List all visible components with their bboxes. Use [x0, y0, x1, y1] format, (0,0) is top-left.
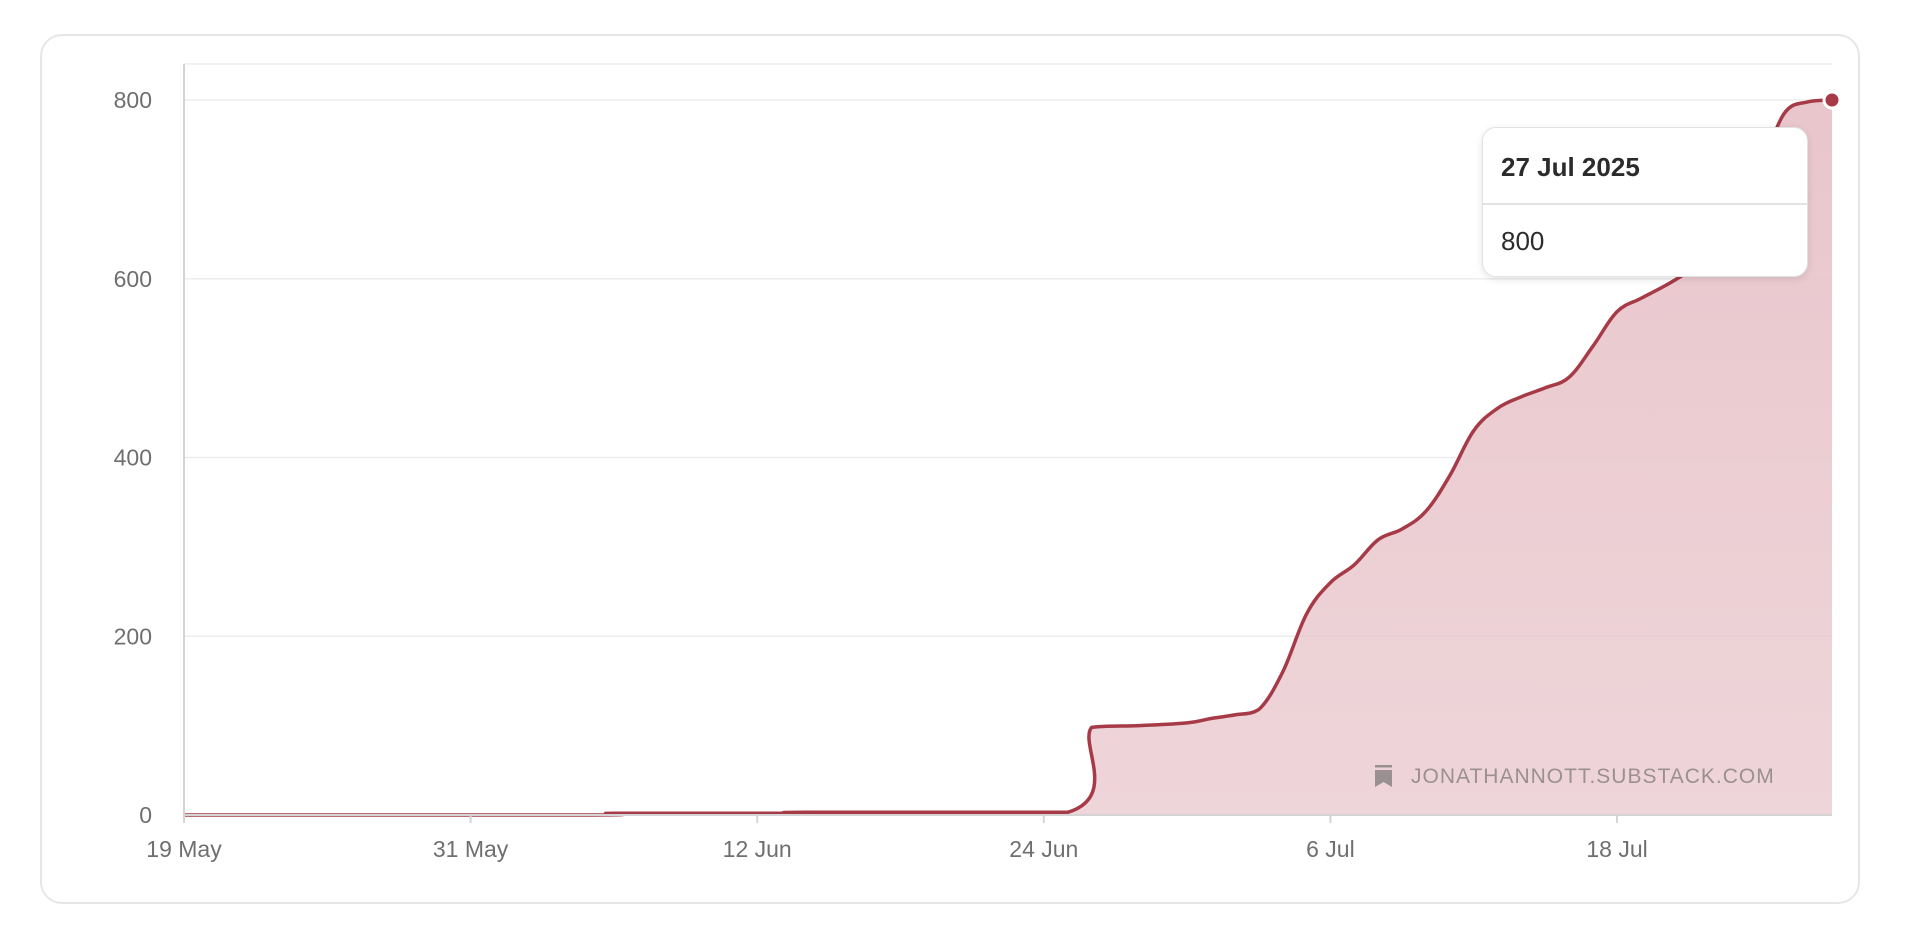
area-fill: [184, 100, 1832, 815]
y-tick-label: 400: [114, 445, 152, 471]
hover-point[interactable]: [1822, 90, 1842, 110]
x-tick-label: 31 May: [433, 836, 509, 862]
y-tick-label: 800: [114, 87, 152, 113]
watermark-text: JONATHANNOTT.SUBSTACK.COM: [1411, 765, 1775, 788]
tick-labels: 0 200 400 600 800 19 May 31 May 12 Jun 24 Jun 6 J…: [114, 87, 1648, 862]
y-tick-label: 200: [114, 623, 152, 649]
y-tick-label: 600: [114, 266, 152, 292]
area-layer: [184, 98, 1833, 817]
tooltip-value: 800: [1501, 226, 1545, 256]
watermark: JONATHANNOTT.SUBSTACK.COM: [1375, 765, 1775, 788]
bookmark-icon: [1375, 765, 1392, 787]
x-tick-label: 6 Jul: [1306, 836, 1355, 862]
x-tick-label: 12 Jun: [723, 836, 792, 862]
y-tick-label: 0: [139, 802, 152, 828]
x-tick-label: 19 May: [146, 836, 222, 862]
tooltip: 27 Jul 2025 800: [1482, 127, 1808, 277]
tooltip-divider: [1483, 203, 1807, 205]
axes: [183, 64, 1832, 823]
x-tick-label: 24 Jun: [1009, 836, 1078, 862]
hover-layer: [1822, 90, 1842, 110]
tooltip-date: 27 Jul 2025: [1501, 152, 1640, 182]
series-line: [184, 98, 1833, 817]
x-tick-label: 18 Jul: [1586, 836, 1647, 862]
